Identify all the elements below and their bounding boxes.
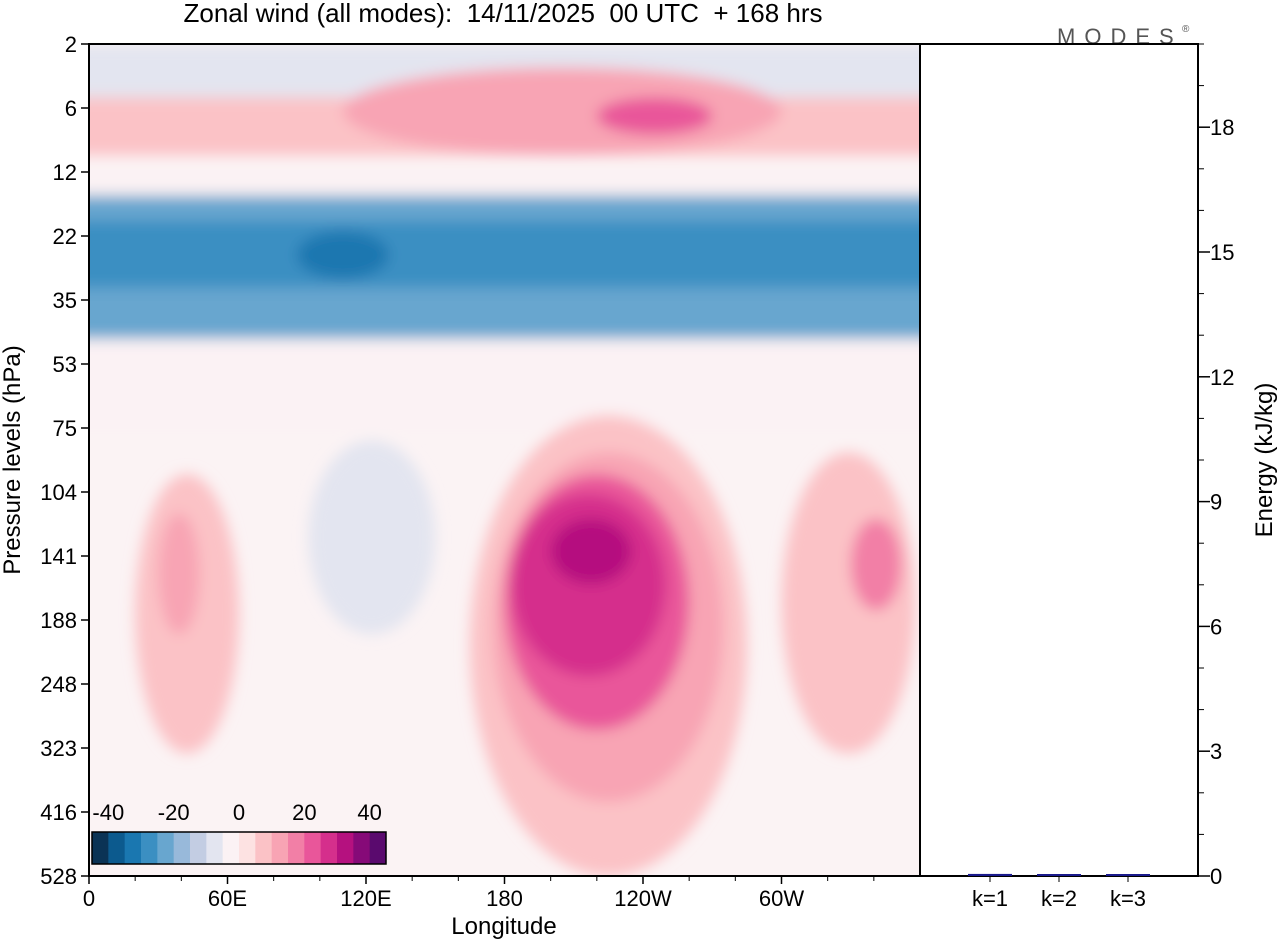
energy-bar [1106, 874, 1150, 876]
wind-cell [296, 231, 390, 279]
y-tick-label: 248 [40, 672, 77, 697]
energy-y-tick-label: 6 [1210, 614, 1222, 639]
y-tick-label: 416 [40, 800, 77, 825]
colorbar-swatch [124, 832, 142, 864]
chart-title: Zonal wind (all modes): 14/11/2025 00 UT… [183, 0, 822, 28]
colorbar-swatch [239, 832, 256, 864]
colorbar-tick-label: 40 [357, 800, 381, 825]
colorbar-swatch [173, 832, 191, 864]
colorbar-swatch [353, 832, 371, 864]
y-tick-label: 6 [65, 96, 77, 121]
x-tick-label: 180 [486, 886, 523, 911]
wind-band [89, 338, 920, 428]
colorbar-swatch [271, 832, 289, 864]
colorbar-swatch [222, 832, 240, 864]
y-tick-label: 188 [40, 608, 77, 633]
y-tick-label: 104 [40, 480, 77, 505]
colorbar-swatch [369, 832, 387, 864]
energy-bar [968, 873, 1012, 876]
colorbar: -40 -20 0 20 40 [91, 800, 387, 865]
energy-y-tick-label: 12 [1210, 365, 1234, 390]
y-tick-label: 22 [53, 224, 77, 249]
colorbar-tick-label: 20 [292, 800, 316, 825]
energy-y-axis-title: Energy (kJ/kg) [1251, 383, 1278, 538]
colorbar-swatch [157, 832, 175, 864]
x-tick-label: 60E [208, 886, 247, 911]
colorbar-tick-label: 0 [233, 800, 245, 825]
colorbar-swatch [337, 832, 354, 864]
colorbar-tick-label: -40 [92, 800, 124, 825]
y-tick-label: 12 [53, 160, 77, 185]
energy-panel-frame [919, 43, 1199, 877]
x-tick-label: 120W [614, 886, 672, 911]
energy-y-tick-label: 3 [1210, 739, 1222, 764]
energy-y-axis: 0 3 6 9 12 15 18 [1198, 43, 1234, 889]
wind-cell [781, 452, 916, 754]
x-tick-label: 0 [83, 886, 95, 911]
y-tick-label: 2 [65, 32, 77, 57]
y-tick-label: 53 [53, 352, 77, 377]
x-axis: 0 60E 120E 180 120W 60W [83, 876, 875, 911]
wind-cell [550, 518, 632, 585]
colorbar-swatch [206, 832, 224, 864]
colorbar-swatch [304, 832, 322, 864]
colorbar-swatch [141, 832, 158, 864]
y-tick-label: 528 [40, 864, 77, 889]
wind-cell [158, 513, 200, 635]
wind-cell [342, 67, 782, 156]
x-tick-label: 120E [340, 886, 391, 911]
x-axis-title: Longitude [451, 913, 556, 940]
energy-y-tick-label: 15 [1210, 240, 1234, 265]
y-tick-label: 35 [53, 288, 77, 313]
modes-logo-mark: ® [1182, 24, 1190, 35]
colorbar-swatch [288, 832, 305, 864]
energy-x-tick-label: k=3 [1110, 886, 1146, 911]
heatmap-regions [89, 44, 920, 876]
colorbar-swatch [108, 832, 126, 864]
energy-x-tick-label: k=2 [1041, 886, 1077, 911]
heatmap-field [89, 44, 920, 876]
x-tick-label: 60W [759, 886, 804, 911]
y-axis: 2 6 12 22 35 53 75 104 141 188 248 323 416 528 [40, 32, 89, 889]
wind-cell [308, 440, 436, 635]
colorbar-swatch [92, 832, 109, 864]
colorbar-swatch [255, 832, 273, 864]
y-tick-label: 75 [53, 416, 77, 441]
y-axis-title: Pressure levels (hPa) [0, 345, 26, 574]
y-tick-label: 323 [40, 736, 77, 761]
colorbar-swatch [320, 832, 338, 864]
energy-y-tick-label: 9 [1210, 490, 1222, 515]
colorbar-swatch [190, 832, 207, 864]
wind-cell [850, 518, 902, 611]
wind-band [89, 220, 920, 288]
energy-x-tick-label: k=1 [972, 886, 1008, 911]
colorbar-frame [91, 831, 387, 865]
energy-x-axis: k=1 k=2 k=3 [972, 876, 1146, 911]
y-tick-label: 141 [40, 544, 77, 569]
wind-cell [596, 97, 713, 135]
energy-bar [1037, 874, 1081, 876]
energy-y-tick-label: 18 [1210, 115, 1234, 140]
energy-bars [968, 873, 1150, 876]
energy-y-tick-label: 0 [1210, 864, 1222, 889]
colorbar-tick-label: -20 [158, 800, 190, 825]
